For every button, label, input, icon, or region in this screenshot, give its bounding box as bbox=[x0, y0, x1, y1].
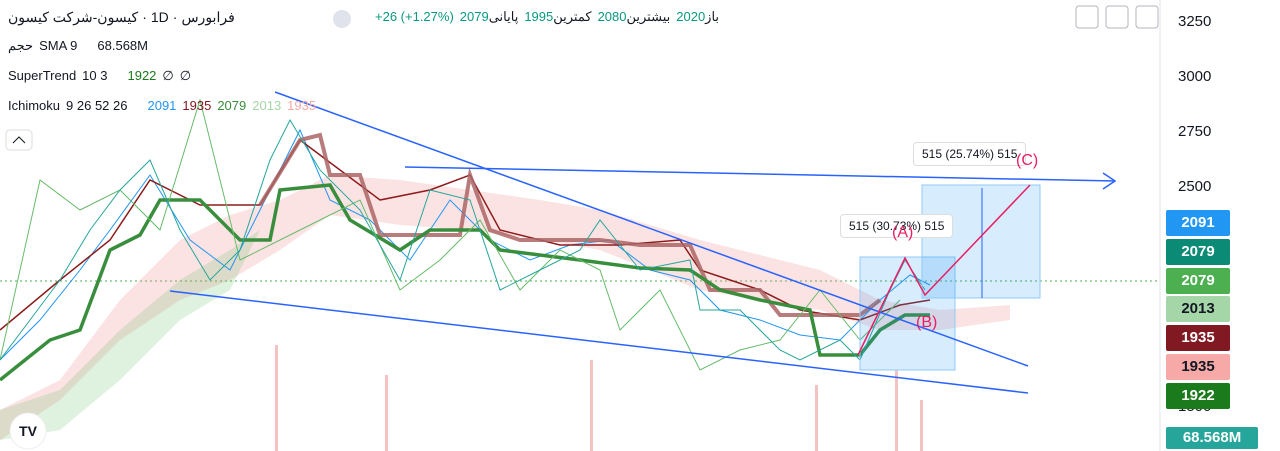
collapse-icon bbox=[12, 136, 26, 144]
exchange: فرابورس bbox=[181, 9, 235, 25]
indicator-value: 2079 bbox=[217, 98, 247, 113]
kijun-heavy bbox=[258, 132, 882, 317]
price-tick: 3250 bbox=[1178, 13, 1212, 30]
indicator-row: SuperTrend 10 3 1922 ∅ ∅ bbox=[8, 68, 191, 84]
indicator-name: Ichimoku bbox=[8, 98, 61, 113]
open: 2020 bbox=[676, 9, 706, 24]
close: 2079 bbox=[459, 9, 489, 24]
low: 1995 bbox=[524, 9, 554, 24]
wave-label: (A) bbox=[892, 224, 914, 241]
price-badge: 1935 bbox=[1166, 325, 1230, 351]
indicator-name: حجم bbox=[8, 38, 34, 53]
high-label: بیشترین bbox=[626, 9, 671, 24]
measure-box-a bbox=[859, 256, 956, 371]
ichimoku-cloud-green bbox=[0, 230, 260, 440]
indicator-row: حجم SMA 9 68.568M bbox=[8, 38, 148, 54]
price-badge: 2013 bbox=[1166, 296, 1230, 322]
price-badge: 2079 bbox=[1166, 268, 1230, 294]
open-label: باز bbox=[705, 9, 720, 24]
tenkan-line bbox=[0, 128, 931, 361]
collapse-button[interactable] bbox=[5, 129, 33, 151]
wave-path bbox=[857, 184, 1031, 356]
target-label: 515 (30.73%) 515 bbox=[840, 214, 954, 238]
indicator-value: 2013 bbox=[252, 98, 282, 113]
indicator-value: 1935 bbox=[182, 98, 212, 113]
indicator-params: 10 3 bbox=[82, 68, 108, 83]
price-tick: 2750 bbox=[1178, 123, 1212, 140]
price-badge: 1935 bbox=[1166, 354, 1230, 380]
indicator-value: 1922 bbox=[127, 68, 157, 83]
indicator-value: ∅ bbox=[162, 68, 174, 83]
chikou-span bbox=[0, 98, 901, 371]
toolbar-icons[interactable] bbox=[1075, 5, 1159, 29]
price-badge: 68.568M bbox=[1166, 427, 1258, 449]
logo bbox=[9, 412, 47, 450]
indicator-value: 1935 bbox=[287, 98, 317, 113]
close-label: پایانی bbox=[488, 9, 519, 24]
price-path bbox=[0, 118, 926, 361]
logo-text: TV bbox=[19, 423, 38, 439]
high: 2080 bbox=[597, 9, 627, 24]
interval: 1D bbox=[150, 9, 169, 25]
status-dot bbox=[333, 10, 351, 28]
price-badge: 2079 bbox=[1166, 239, 1230, 265]
indicator-row: Ichimoku 9 26 52 26 2091 1935 2079 2013 1935 bbox=[8, 98, 316, 113]
price-badge: 1922 bbox=[1166, 383, 1230, 409]
indicator-value: 68.568M bbox=[97, 38, 148, 53]
ohlc: باز2020 بیشترین2080 کمترین1995 پایانی207… bbox=[375, 9, 719, 25]
indicator-params: 9 26 52 26 bbox=[66, 98, 128, 113]
wave-label: (B) bbox=[916, 314, 938, 331]
target-label: 515 (25.74%) 515 bbox=[913, 142, 1027, 166]
trendlines bbox=[169, 91, 1117, 394]
measure-box-c bbox=[921, 184, 1041, 299]
indicator-value: ∅ bbox=[179, 68, 192, 83]
wave-label: (C) bbox=[1016, 152, 1039, 169]
volume-bars bbox=[275, 345, 923, 451]
low-label: کمترین bbox=[553, 9, 592, 24]
indicator-params: SMA 9 bbox=[39, 38, 78, 53]
indicator-value: 2091 bbox=[147, 98, 177, 113]
supertrend bbox=[0, 183, 930, 382]
change: +26 (+1.27%) bbox=[375, 9, 454, 24]
price-badge: 2091 bbox=[1166, 210, 1230, 236]
header: فرابورس · 1D · کیسون-شرکت کیسون bbox=[8, 9, 235, 25]
symbol: کیسون-شرکت کیسون bbox=[8, 9, 139, 25]
price-tick: 3000 bbox=[1178, 68, 1212, 85]
price-tick: 2500 bbox=[1178, 178, 1212, 195]
indicator-name: SuperTrend bbox=[8, 68, 77, 83]
